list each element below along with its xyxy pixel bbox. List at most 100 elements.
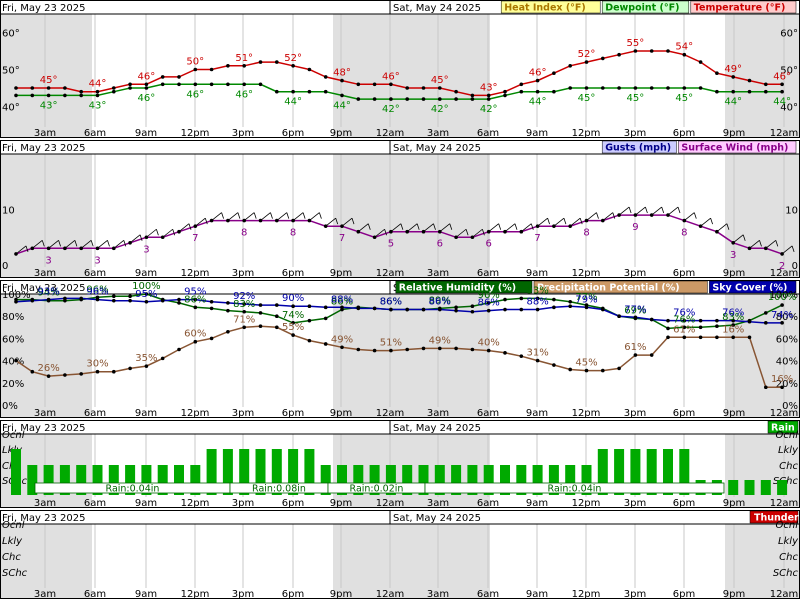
legend-label: Dewpoint (°F) xyxy=(605,3,679,14)
wind-barb-flag xyxy=(221,212,224,219)
y-tick-label-right: 0 xyxy=(792,261,798,272)
precip-potential-point xyxy=(666,335,670,340)
precip-potential-point xyxy=(372,348,377,353)
precip-potential-point xyxy=(112,369,116,374)
dewpoint-point xyxy=(128,86,132,90)
date-label-day2: Sat, May 24 2025 xyxy=(393,143,481,154)
precip-potential-point xyxy=(356,347,361,352)
relative-humidity-value-label: 86% xyxy=(331,297,353,308)
precip-potential-value-label: 49% xyxy=(331,334,353,345)
wind-barb xyxy=(439,223,451,233)
temperature-value-label: 52° xyxy=(284,53,302,64)
time-tick-label: 6am xyxy=(477,128,499,139)
relative-humidity-point xyxy=(698,325,703,330)
precip-potential-point xyxy=(389,348,393,353)
rain-bar xyxy=(483,465,494,495)
relative-humidity-point xyxy=(780,303,784,307)
time-tick-label: 6pm xyxy=(673,589,695,600)
wind-barb xyxy=(178,223,190,233)
sky-cover-value-label: 74% xyxy=(771,310,793,321)
dewpoint-point xyxy=(601,86,605,90)
temperature-value-label: 48° xyxy=(333,68,351,79)
rain-bar xyxy=(27,465,38,495)
time-tick-label: 12am xyxy=(376,128,405,139)
rain-bar xyxy=(304,449,315,495)
wind-barb xyxy=(651,206,662,216)
sky-cover-point xyxy=(568,304,572,309)
time-tick-label: 3pm xyxy=(232,498,254,509)
wind-barb xyxy=(374,228,385,238)
dewpoint-value-label: 44° xyxy=(284,97,302,108)
date-label-day2: Sat, May 24 2025 xyxy=(393,423,481,434)
relative-humidity-value-label: 69% xyxy=(624,305,646,316)
temperature-point xyxy=(128,82,132,87)
temperature-point xyxy=(340,78,344,83)
y-tick-label: Lkly xyxy=(2,536,23,547)
sky-cover-point xyxy=(454,308,458,313)
wind-barb-flag xyxy=(74,240,78,247)
wind-barb-flag xyxy=(645,206,648,214)
time-tick-label: 3pm xyxy=(624,498,646,509)
precip-potential-point xyxy=(177,347,181,352)
time-tick-label: 9pm xyxy=(330,498,352,509)
relative-humidity-point xyxy=(666,326,670,331)
rain-bar xyxy=(11,449,21,495)
time-tick-label: 12am xyxy=(770,128,799,139)
time-tick-label: 3pm xyxy=(624,589,646,600)
dewpoint-point xyxy=(747,89,752,94)
dewpoint-point xyxy=(291,89,295,94)
y-tick-label: 40% xyxy=(2,357,24,368)
time-tick-label: 12pm xyxy=(181,408,210,419)
time-tick-label: 6am xyxy=(477,408,499,419)
y-tick-label-right: Lkly xyxy=(778,445,799,456)
time-tick-label: 9am xyxy=(135,268,157,279)
time-tick-label: 3am xyxy=(34,589,56,600)
sky-cover-point xyxy=(389,307,393,312)
time-tick-label: 9pm xyxy=(723,268,745,279)
temperature-point xyxy=(649,49,654,53)
wind-barb-flag xyxy=(335,218,339,225)
surface-wind-value-label: 8 xyxy=(241,228,247,239)
dewpoint-point xyxy=(275,89,279,94)
wind-barb xyxy=(684,212,695,221)
temperature-point xyxy=(275,60,279,64)
precip-potential-point xyxy=(503,351,507,355)
temperature-point xyxy=(144,82,149,87)
dewpoint-point xyxy=(14,93,18,98)
time-tick-label: 6am xyxy=(477,589,499,600)
sky-cover-point xyxy=(764,321,768,325)
temperature-point xyxy=(226,64,230,68)
sky-cover-point xyxy=(780,321,784,325)
dewpoint-point xyxy=(95,93,100,98)
rain-bar xyxy=(157,465,168,495)
relative-humidity-point xyxy=(193,305,198,310)
time-tick-label: 6pm xyxy=(673,268,695,279)
sky-cover-point xyxy=(46,297,51,302)
time-tick-label: 9pm xyxy=(330,408,352,419)
wind-barb xyxy=(553,217,565,227)
sky-cover-point xyxy=(307,304,312,309)
dewpoint-point xyxy=(666,86,670,90)
night-shade-band xyxy=(333,294,490,417)
time-tick-label: 9am xyxy=(135,408,157,419)
sky-cover-point xyxy=(226,301,230,305)
night-shade-band xyxy=(0,14,92,137)
qpf-label: Rain:0.08in xyxy=(252,484,306,495)
dewpoint-point xyxy=(535,89,540,94)
sky-cover-point xyxy=(486,308,491,313)
sky-cover-point xyxy=(405,307,410,312)
temperature-point xyxy=(666,49,670,53)
precip-potential-point xyxy=(584,368,589,373)
rain-bar xyxy=(516,465,527,495)
rain-bar xyxy=(646,449,657,495)
rain-bar xyxy=(353,465,364,495)
precip-potential-value-label: 31% xyxy=(526,348,548,359)
surface-wind-value-label: 6 xyxy=(486,239,492,250)
precip-potential-point xyxy=(715,335,719,340)
surface-wind-value-label: 5 xyxy=(388,239,394,250)
temperature-point xyxy=(95,89,100,94)
wind-barb-flag xyxy=(204,218,208,225)
temperature-point xyxy=(421,86,426,90)
precip-potential-point xyxy=(160,356,165,361)
y-tick-label-right: 60° xyxy=(780,29,798,40)
